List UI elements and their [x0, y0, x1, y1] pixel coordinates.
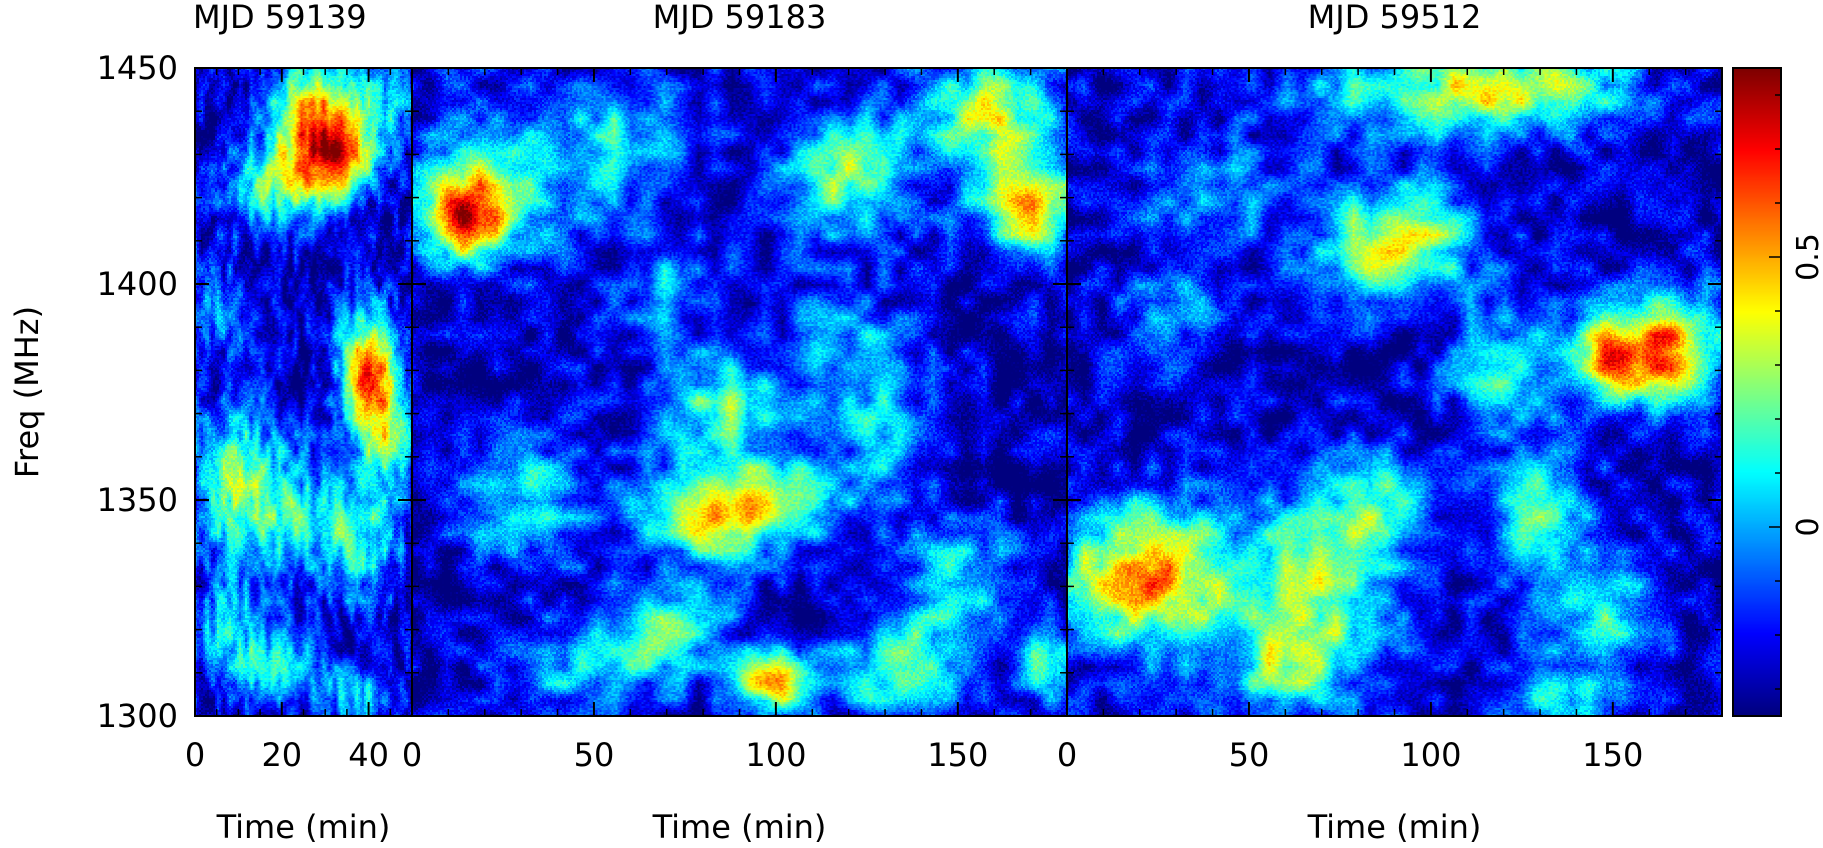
colorbar-tick-label: 0 — [1791, 517, 1823, 536]
x-tick-label: 0 — [402, 736, 422, 774]
y-tick-label: 1300 — [97, 697, 178, 735]
colorbar-frame — [1732, 67, 1782, 717]
axes-layer: MJD 59139 Time (min) 0 20 40 MJD 59183 Time (m… — [97, 0, 1723, 846]
heatmap-panel-3 — [1067, 68, 1722, 716]
colorbar: 00.5 — [1732, 67, 1823, 717]
y-tick-label: 1350 — [97, 481, 178, 519]
x-tick-label: 150 — [927, 736, 988, 774]
colorbar-gradient — [1733, 68, 1781, 716]
x-axis-label-1: Time (min) — [216, 808, 391, 846]
x-axis-label-3: Time (min) — [1307, 808, 1482, 846]
x-tick-label: 50 — [574, 736, 615, 774]
x-tick-label: 150 — [1582, 736, 1643, 774]
x-tick-label: 20 — [261, 736, 302, 774]
panel-title-2: MJD 59183 — [653, 0, 827, 36]
panel-title-3: MJD 59512 — [1308, 0, 1482, 36]
x-axis-label-2: Time (min) — [652, 808, 827, 846]
x-tick-label: 100 — [745, 736, 806, 774]
x-tick-label: 100 — [1400, 736, 1461, 774]
x-tick-label: 40 — [348, 736, 389, 774]
y-tick-label: 1450 — [97, 49, 178, 87]
y-tick-label: 1400 — [97, 265, 178, 303]
panel-title-1: MJD 59139 — [193, 0, 367, 36]
x-tick-label: 0 — [185, 736, 205, 774]
heatmap-panel-2 — [412, 68, 1067, 716]
panels-layer — [195, 68, 1722, 716]
y-axis-label: Freq (MHz) — [8, 306, 46, 478]
heatmap-panel-1 — [195, 68, 412, 716]
x-tick-label: 50 — [1229, 736, 1270, 774]
colorbar-tick-label: 0.5 — [1791, 233, 1823, 281]
x-tick-label: 0 — [1057, 736, 1077, 774]
